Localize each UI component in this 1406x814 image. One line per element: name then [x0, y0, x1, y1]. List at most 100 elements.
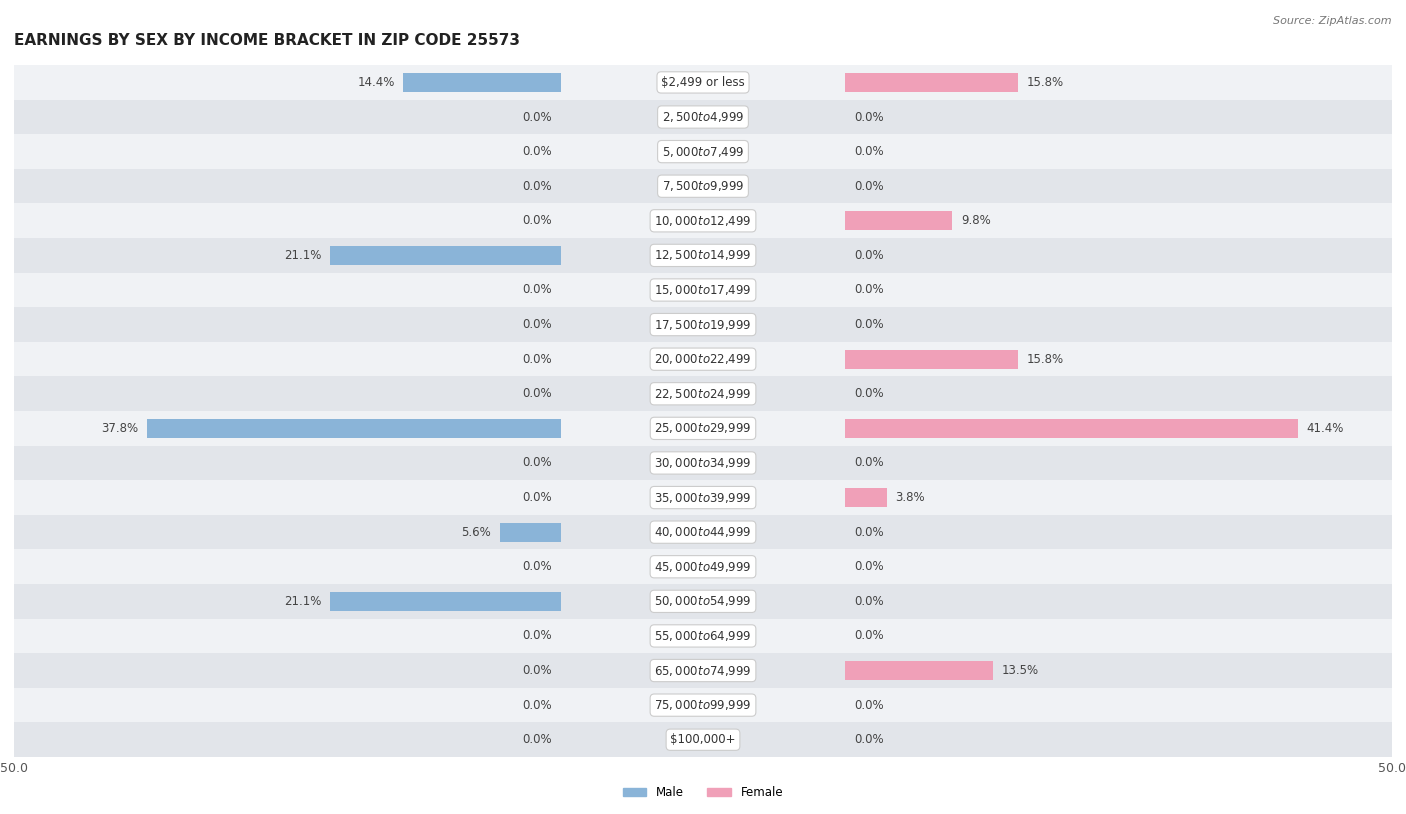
Text: $12,500 to $14,999: $12,500 to $14,999 [654, 248, 752, 262]
Bar [561, 238, 845, 273]
Bar [845, 446, 1392, 480]
Text: $65,000 to $74,999: $65,000 to $74,999 [654, 663, 752, 677]
Bar [14, 169, 561, 204]
Text: 41.4%: 41.4% [1306, 422, 1344, 435]
Bar [561, 723, 845, 757]
Bar [561, 65, 845, 99]
Bar [845, 661, 993, 680]
Bar [845, 307, 1392, 342]
Bar [561, 723, 845, 757]
Text: $100,000+: $100,000+ [671, 733, 735, 746]
Text: $2,500 to $4,999: $2,500 to $4,999 [662, 110, 744, 124]
Bar [561, 688, 845, 723]
Text: 0.0%: 0.0% [523, 664, 553, 677]
Text: 0.0%: 0.0% [853, 733, 883, 746]
Bar [561, 480, 845, 515]
Text: 0.0%: 0.0% [523, 283, 553, 296]
Bar [845, 419, 1298, 438]
Bar [845, 653, 1392, 688]
Bar [845, 169, 1392, 204]
Bar [14, 99, 561, 134]
Bar [561, 584, 845, 619]
Text: 0.0%: 0.0% [523, 111, 553, 124]
Bar [561, 134, 845, 169]
Text: $7,500 to $9,999: $7,500 to $9,999 [662, 179, 744, 193]
Text: $50,000 to $54,999: $50,000 to $54,999 [654, 594, 752, 608]
Bar [561, 653, 845, 688]
Bar [845, 376, 1392, 411]
Bar [561, 653, 845, 688]
Text: 0.0%: 0.0% [853, 387, 883, 400]
Legend: Male, Female: Male, Female [619, 781, 787, 804]
Bar [561, 307, 845, 342]
Bar [845, 134, 1392, 169]
Text: $30,000 to $34,999: $30,000 to $34,999 [654, 456, 752, 470]
Bar [561, 514, 845, 549]
Text: 0.0%: 0.0% [523, 733, 553, 746]
Text: 3.8%: 3.8% [896, 491, 925, 504]
Bar [14, 688, 561, 723]
Bar [845, 212, 952, 230]
Text: 9.8%: 9.8% [962, 214, 991, 227]
Bar [845, 73, 1018, 92]
Bar [845, 549, 1392, 584]
Bar [14, 653, 561, 688]
Bar [14, 238, 561, 273]
Text: Source: ZipAtlas.com: Source: ZipAtlas.com [1274, 16, 1392, 26]
Text: 0.0%: 0.0% [523, 629, 553, 642]
Bar [561, 99, 845, 134]
Text: 0.0%: 0.0% [853, 180, 883, 193]
Bar [404, 73, 561, 92]
Text: 0.0%: 0.0% [853, 318, 883, 331]
Bar [561, 549, 845, 584]
Text: 0.0%: 0.0% [523, 457, 553, 470]
Text: 0.0%: 0.0% [523, 560, 553, 573]
Text: 0.0%: 0.0% [523, 352, 553, 365]
Text: $35,000 to $39,999: $35,000 to $39,999 [654, 491, 752, 505]
Bar [561, 204, 845, 238]
Bar [148, 419, 561, 438]
Text: 0.0%: 0.0% [523, 180, 553, 193]
Bar [845, 350, 1018, 369]
Bar [14, 584, 561, 619]
Text: 0.0%: 0.0% [523, 214, 553, 227]
Text: 0.0%: 0.0% [853, 595, 883, 608]
Bar [561, 584, 845, 619]
Bar [561, 273, 845, 307]
Bar [845, 411, 1392, 446]
Bar [561, 342, 845, 376]
Bar [561, 376, 845, 411]
Bar [845, 480, 1392, 515]
Text: $45,000 to $49,999: $45,000 to $49,999 [654, 560, 752, 574]
Bar [845, 99, 1392, 134]
Bar [14, 411, 561, 446]
Bar [845, 619, 1392, 653]
Bar [845, 342, 1392, 376]
Bar [561, 307, 845, 342]
Text: 37.8%: 37.8% [101, 422, 139, 435]
Bar [561, 376, 845, 411]
Bar [14, 723, 561, 757]
Bar [14, 204, 561, 238]
Bar [14, 65, 561, 99]
Bar [499, 523, 561, 541]
Bar [330, 592, 561, 610]
Text: 0.0%: 0.0% [853, 249, 883, 262]
Text: 21.1%: 21.1% [284, 595, 322, 608]
Text: $20,000 to $22,499: $20,000 to $22,499 [654, 352, 752, 366]
Bar [845, 723, 1392, 757]
Bar [14, 549, 561, 584]
Bar [14, 446, 561, 480]
Text: 15.8%: 15.8% [1026, 76, 1064, 89]
Bar [14, 376, 561, 411]
Bar [14, 273, 561, 307]
Bar [561, 619, 845, 653]
Bar [561, 134, 845, 169]
Text: 0.0%: 0.0% [523, 698, 553, 711]
Bar [14, 342, 561, 376]
Bar [14, 134, 561, 169]
Bar [14, 514, 561, 549]
Bar [561, 204, 845, 238]
Text: 15.8%: 15.8% [1026, 352, 1064, 365]
Text: 0.0%: 0.0% [853, 629, 883, 642]
